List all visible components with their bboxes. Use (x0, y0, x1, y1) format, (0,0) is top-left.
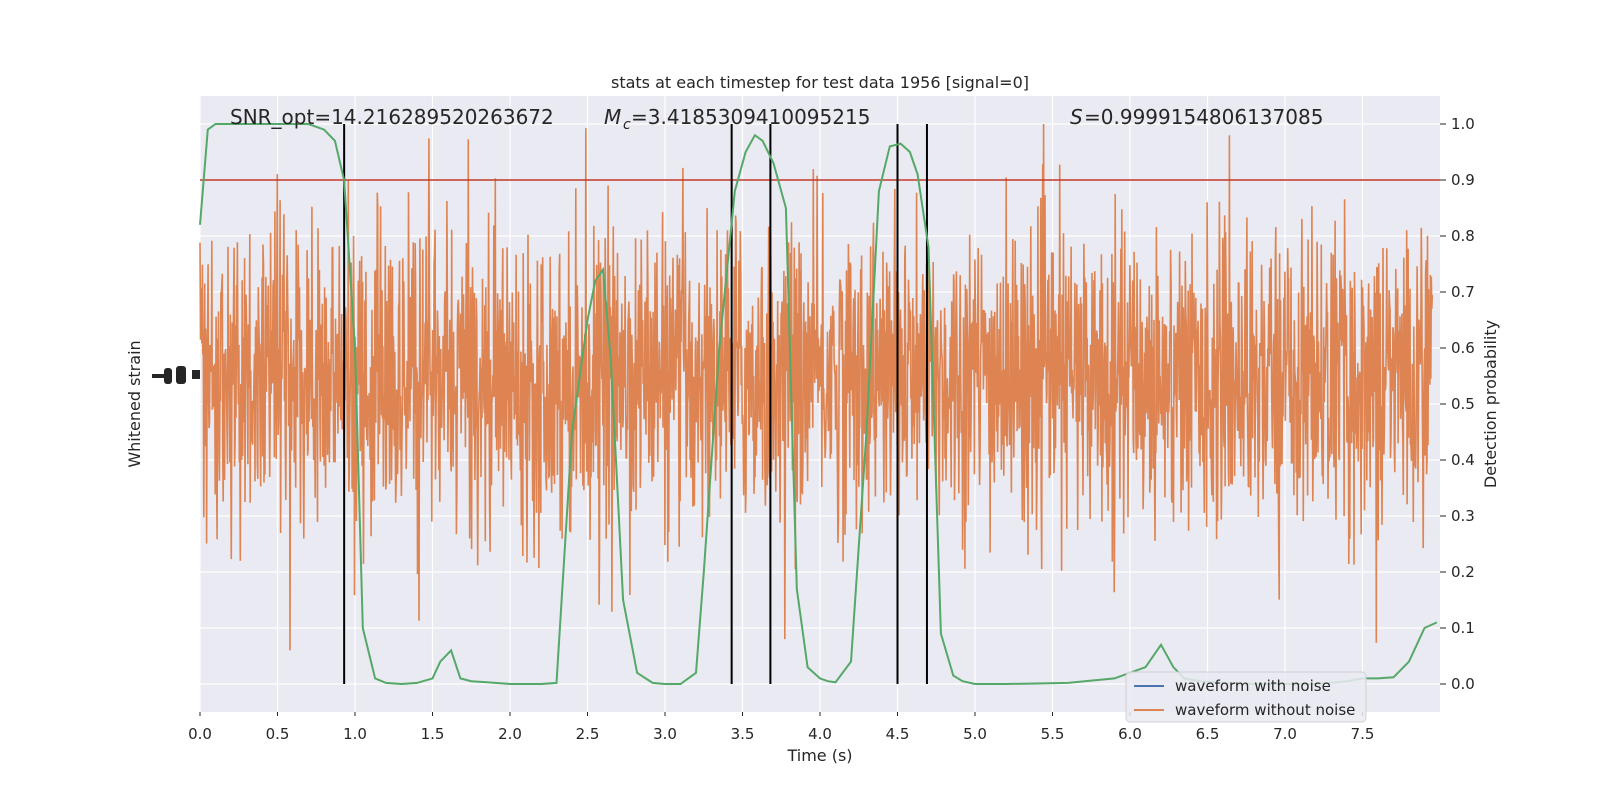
legend-label-without-noise: waveform without noise (1175, 701, 1355, 719)
y-tick-label: 0.2 (1451, 563, 1475, 581)
x-tick-label: 7.0 (1273, 725, 1297, 743)
significance-annotation: S =0.9999154806137085 (1070, 105, 1323, 129)
y-tick-label: 0.6 (1451, 339, 1475, 357)
x-tick-label: 1.5 (421, 725, 445, 743)
y-tick-label: 0.1 (1451, 619, 1475, 637)
y-axis-ticks-right: 0.0 0.1 0.2 0.3 0.4 0.5 0.6 0.7 0.8 0.9 1.0 (1440, 115, 1475, 693)
x-tick-label: 3.5 (731, 725, 755, 743)
s-symbol: S (1070, 105, 1083, 129)
y-axis-label-right: Detection probability (1481, 320, 1500, 488)
legend-label-with-noise: waveform with noise (1175, 677, 1331, 695)
legend: waveform with noise waveform without noi… (1125, 671, 1367, 723)
y-tick-label: 0.3 (1451, 507, 1475, 525)
x-tick-label: 4.0 (808, 725, 832, 743)
y-tick-label: 0.8 (1451, 227, 1475, 245)
snr-annotation: SNR_opt=14.216289520263672 (230, 105, 554, 129)
y-tick-label: 0.5 (1451, 395, 1475, 413)
left-axis-ticks (152, 366, 200, 384)
x-tick-label: 2.0 (498, 725, 522, 743)
mc-symbol: M (604, 105, 621, 129)
x-tick-label: 2.5 (576, 725, 600, 743)
x-axis-ticks: 0.0 0.5 1.0 1.5 2.0 2.5 3.0 3.5 4.0 4.5 5.0 5.5 6.0 6… (188, 712, 1374, 743)
x-tick-label: 5.5 (1041, 725, 1065, 743)
mc-value: =3.4185309410095215 (631, 105, 870, 129)
y-tick-label: 0.9 (1451, 171, 1475, 189)
x-tick-label: 1.0 (343, 725, 367, 743)
x-tick-label: 5.0 (963, 725, 987, 743)
y-tick-label: 0.0 (1451, 675, 1475, 693)
x-tick-label: 0.5 (266, 725, 290, 743)
s-value: =0.9999154806137085 (1084, 105, 1323, 129)
chart-title: stats at each timestep for test data 195… (611, 73, 1029, 92)
x-tick-label: 3.0 (653, 725, 677, 743)
detection-probability-line (199, 123, 1438, 686)
x-tick-label: 6.5 (1196, 725, 1220, 743)
y-tick-label: 0.7 (1451, 283, 1475, 301)
chirp-mass-annotation: M c =3.4185309410095215 (604, 105, 870, 133)
x-tick-label: 0.0 (188, 725, 212, 743)
x-tick-label: 6.0 (1118, 725, 1142, 743)
y-tick-label: 1.0 (1451, 115, 1475, 133)
x-tick-label: 7.5 (1351, 725, 1375, 743)
y-axis-label-left: Whitened strain (125, 340, 144, 467)
x-axis-label: Time (s) (786, 746, 852, 765)
y-tick-label: 0.4 (1451, 451, 1475, 469)
mc-subscript: c (623, 117, 631, 133)
waveform-trace (199, 123, 1434, 651)
x-tick-label: 4.5 (886, 725, 910, 743)
waveform-without-noise-line (199, 123, 1434, 651)
